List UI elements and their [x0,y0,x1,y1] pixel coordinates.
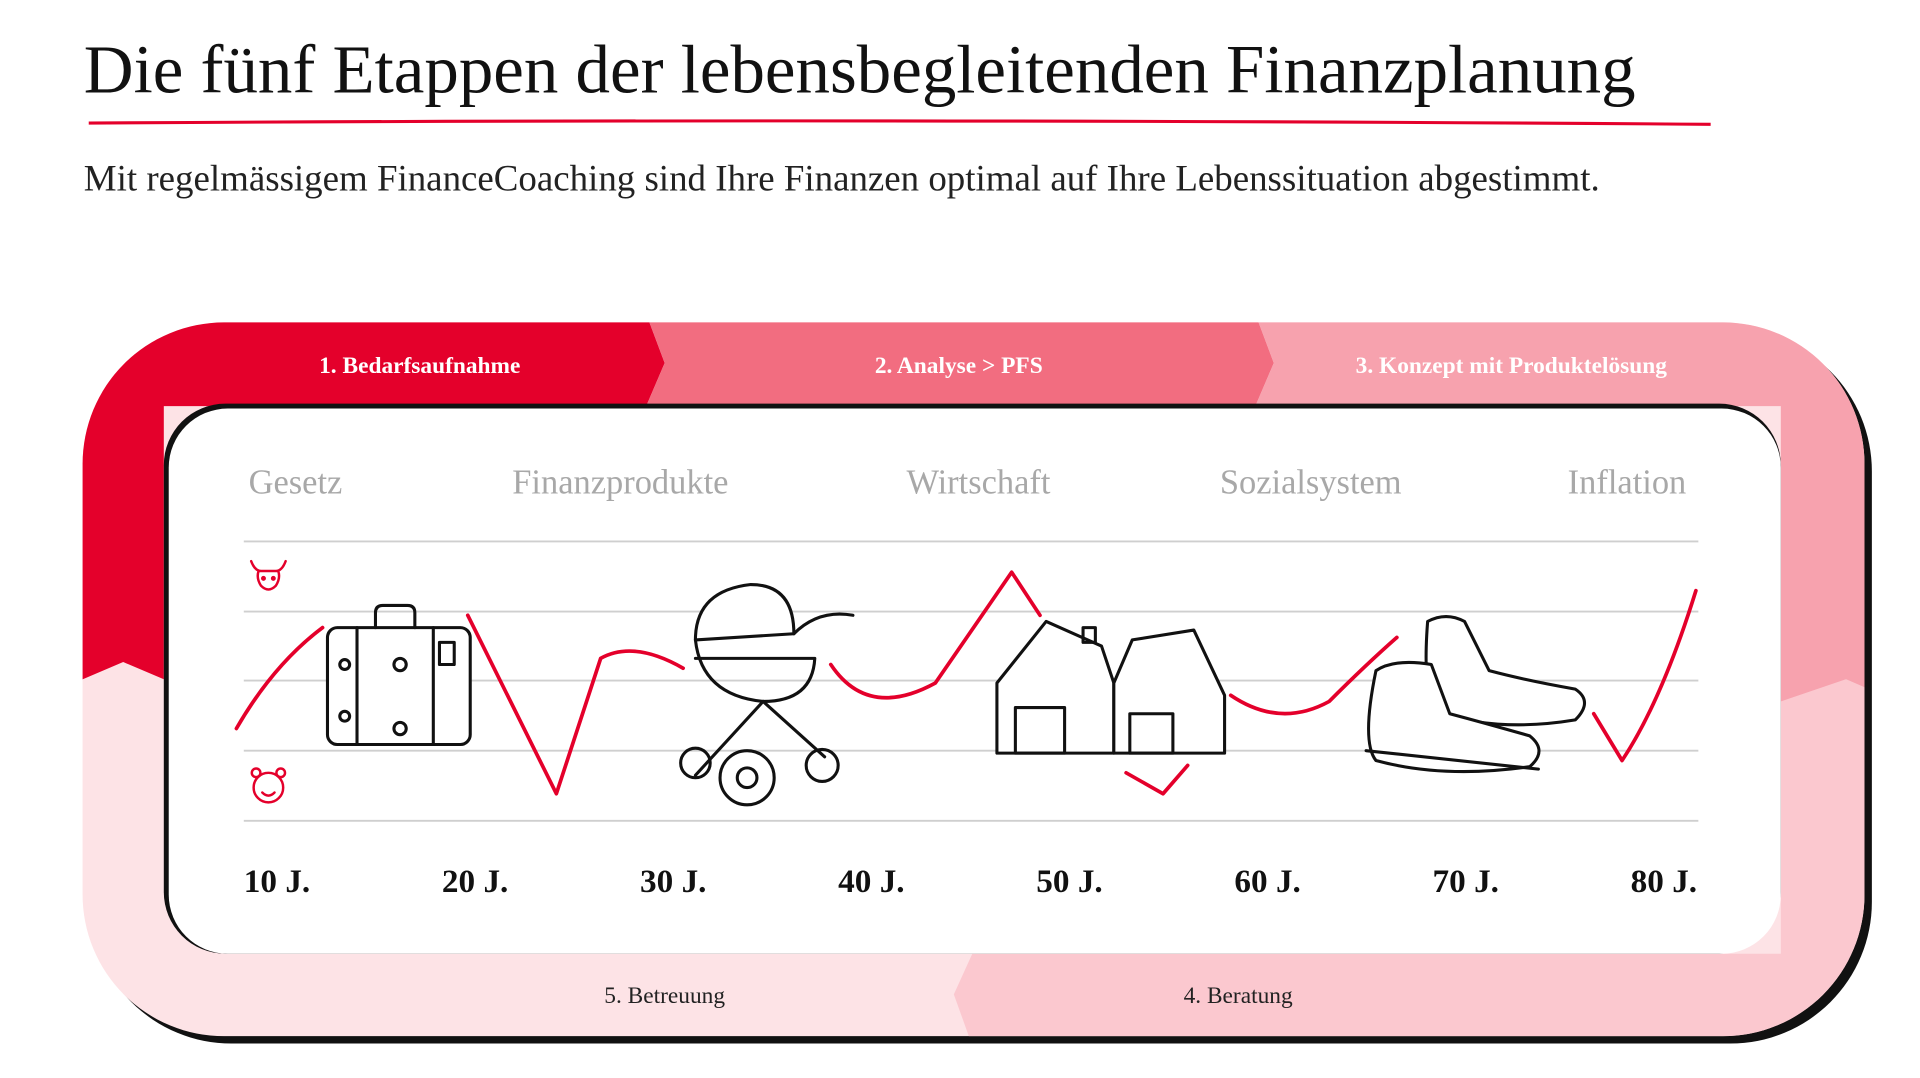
curve-segment [234,625,325,731]
factor-label: Gesetz [249,463,343,501]
curve-segment [465,613,685,796]
stage-label: 5. Betreuung [604,983,725,1009]
factor-label: Wirtschaft [906,463,1050,501]
boots-icon [1364,614,1587,774]
suitcase-icon [325,603,472,747]
subtitle: Mit regelmässigem FinanceCoaching sind I… [84,158,1600,199]
title: Die fünf Etappen der lebensbegleitenden … [84,31,1636,107]
bear-icon [250,767,287,804]
stroller-icon [679,582,855,807]
house-icon [995,619,1227,755]
age-label: 30 J. [640,863,706,900]
factor-label: Inflation [1568,463,1687,501]
title-underline [88,119,1711,126]
age-label: 20 J. [442,863,508,900]
curve-segment [1228,635,1399,716]
bull-icon [249,559,287,591]
factor-label: Sozialsystem [1220,463,1402,501]
stage-label: 3. Konzept mit Produktelösung [1356,353,1668,379]
age-label: 60 J. [1234,863,1300,900]
age-label: 70 J. [1433,863,1499,900]
curve-segment [828,570,1042,700]
age-label: 10 J. [244,863,310,900]
age-label: 80 J. [1631,863,1697,900]
stage-label: 1. Bedarfsaufnahme [319,353,520,379]
curve-segment [1591,588,1698,763]
stage-4-bg [953,679,1865,1037]
stage-label: 2. Analyse > PFS [875,353,1043,379]
life-curve [234,570,1698,796]
stage-label: 4. Beratung [1184,983,1293,1009]
curve-segment [1124,763,1190,796]
age-label: 50 J. [1036,863,1102,900]
age-label: 40 J. [838,863,904,900]
factor-label: Finanzprodukte [512,463,728,501]
stage-2-bg [646,322,1274,407]
